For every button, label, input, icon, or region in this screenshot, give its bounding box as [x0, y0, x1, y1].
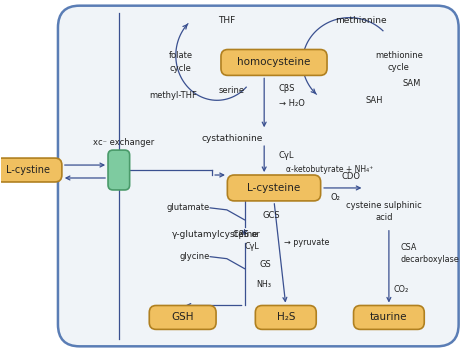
- Text: → pyruvate: → pyruvate: [284, 238, 329, 247]
- Text: GCS: GCS: [262, 211, 280, 220]
- Text: methionine: methionine: [336, 16, 387, 25]
- Text: xᴄ⁻ exchanger: xᴄ⁻ exchanger: [93, 138, 155, 146]
- Text: CγL: CγL: [279, 151, 294, 160]
- Text: cystathionine: cystathionine: [201, 134, 263, 143]
- Text: NH₃: NH₃: [256, 280, 271, 289]
- FancyBboxPatch shape: [58, 6, 459, 346]
- Text: CO₂: CO₂: [394, 285, 409, 294]
- Text: CSA: CSA: [401, 243, 417, 252]
- Text: SAH: SAH: [365, 96, 383, 105]
- Text: decarboxylase: decarboxylase: [401, 255, 459, 264]
- Text: taurine: taurine: [370, 312, 408, 322]
- Text: methyl-THF: methyl-THF: [149, 91, 197, 100]
- Text: folate: folate: [169, 51, 193, 60]
- Text: α-ketobutyrate + NH₄⁺: α-ketobutyrate + NH₄⁺: [286, 164, 373, 174]
- FancyBboxPatch shape: [221, 49, 327, 76]
- FancyBboxPatch shape: [0, 158, 62, 182]
- Text: CDO: CDO: [341, 172, 360, 180]
- Text: CβS or: CβS or: [233, 230, 259, 239]
- Text: cycle: cycle: [388, 63, 410, 72]
- Text: cysteine sulphinic: cysteine sulphinic: [346, 201, 422, 210]
- Text: THF: THF: [218, 16, 236, 25]
- Text: L-cystine: L-cystine: [7, 165, 51, 175]
- Text: L-cysteine: L-cysteine: [247, 183, 301, 193]
- Text: GS: GS: [259, 260, 271, 269]
- Text: γ-glutamylcysteine: γ-glutamylcysteine: [172, 230, 258, 239]
- FancyBboxPatch shape: [108, 150, 130, 190]
- Text: homocysteine: homocysteine: [237, 58, 310, 67]
- Text: glycine: glycine: [180, 252, 210, 261]
- FancyBboxPatch shape: [149, 305, 216, 329]
- Text: H₂S: H₂S: [276, 312, 295, 322]
- FancyBboxPatch shape: [228, 175, 320, 201]
- Text: CβS: CβS: [279, 84, 295, 93]
- Text: SAM: SAM: [402, 79, 420, 88]
- Text: serine: serine: [219, 86, 245, 95]
- Text: → H₂O: → H₂O: [279, 99, 305, 108]
- Text: cycle: cycle: [170, 64, 191, 73]
- FancyBboxPatch shape: [354, 305, 424, 329]
- Text: GSH: GSH: [172, 312, 194, 322]
- Text: O₂: O₂: [331, 193, 341, 202]
- FancyBboxPatch shape: [255, 305, 316, 329]
- Text: methionine: methionine: [375, 51, 423, 60]
- Text: glutamate: glutamate: [167, 203, 210, 213]
- Text: CγL: CγL: [245, 242, 259, 251]
- Text: acid: acid: [375, 213, 393, 222]
